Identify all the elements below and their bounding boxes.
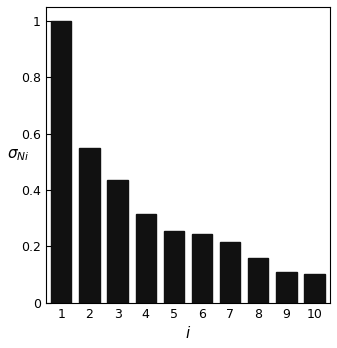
Bar: [304, 275, 325, 303]
Bar: [51, 21, 71, 303]
X-axis label: i: i: [186, 326, 190, 341]
Bar: [192, 234, 212, 303]
Bar: [220, 242, 240, 303]
Y-axis label: $\sigma_{Ni}$: $\sigma_{Ni}$: [7, 147, 30, 163]
Bar: [79, 148, 100, 303]
Bar: [108, 180, 128, 303]
Bar: [276, 272, 297, 303]
Bar: [248, 258, 269, 303]
Bar: [135, 214, 156, 303]
Bar: [164, 231, 184, 303]
